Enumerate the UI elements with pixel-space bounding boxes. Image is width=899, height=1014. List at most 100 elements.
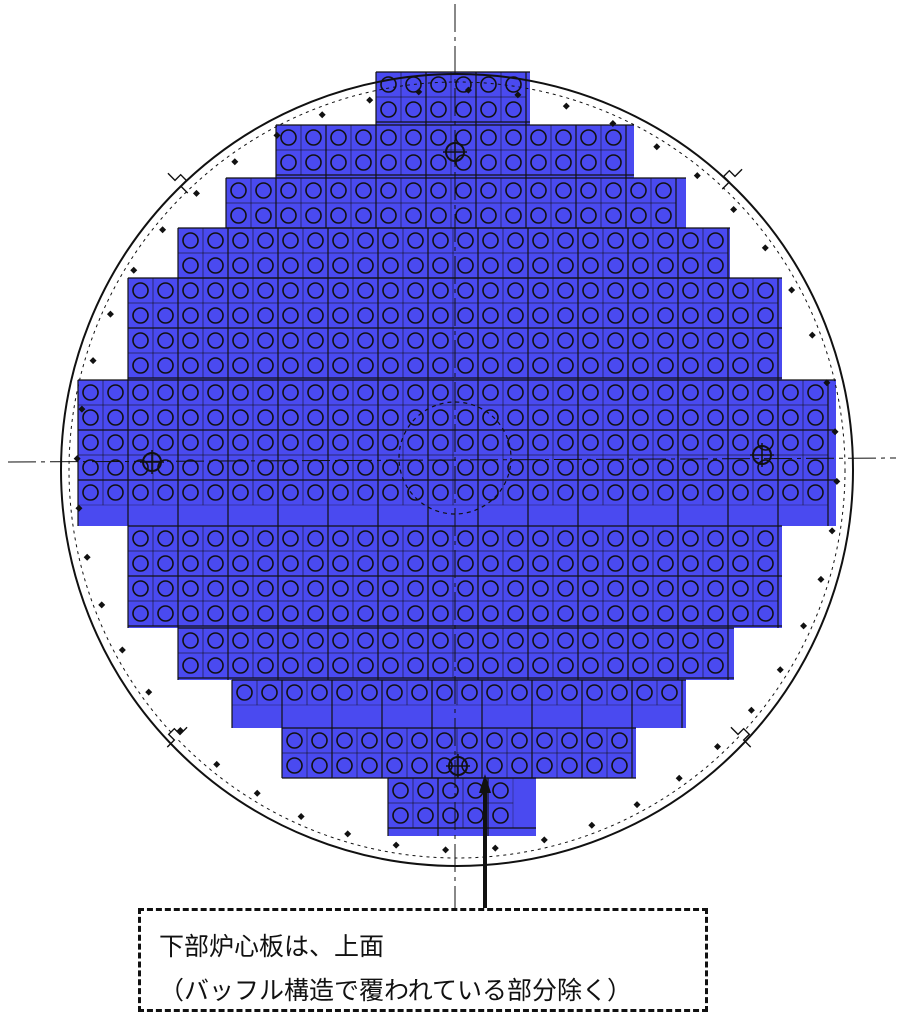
flow-hole: [657, 307, 674, 324]
flow-hole: [307, 257, 324, 274]
flow-hole: [632, 555, 649, 572]
flow-hole: [632, 332, 649, 349]
flow-hole: [280, 207, 297, 224]
flow-hole: [282, 484, 299, 501]
flow-hole: [407, 357, 424, 374]
flow-hole: [507, 555, 524, 572]
flow-hole: [682, 409, 699, 426]
flow-hole: [305, 182, 322, 199]
flow-hole: [182, 657, 199, 674]
flow-hole: [632, 657, 649, 674]
flow-hole: [457, 555, 474, 572]
flow-hole: [630, 207, 647, 224]
flow-hole: [407, 530, 424, 547]
flow-hole: [482, 434, 499, 451]
flow-hole: [605, 129, 622, 146]
flow-hole: [357, 282, 374, 299]
flow-hole: [157, 282, 174, 299]
flow-hole: [407, 632, 424, 649]
flow-hole: [732, 307, 749, 324]
flow-hole: [511, 732, 528, 749]
flow-hole: [732, 484, 749, 501]
flow-hole: [707, 484, 724, 501]
flow-hole: [207, 384, 224, 401]
flow-hole: [182, 232, 199, 249]
flow-hole: [157, 384, 174, 401]
flow-hole: [557, 282, 574, 299]
flow-hole: [407, 657, 424, 674]
flow-hole: [532, 232, 549, 249]
flow-hole: [532, 459, 549, 476]
flow-hole: [307, 332, 324, 349]
flow-hole: [607, 357, 624, 374]
flow-hole: [682, 657, 699, 674]
flow-hole: [582, 605, 599, 622]
flow-hole: [307, 307, 324, 324]
flow-hole: [486, 684, 503, 701]
flow-hole: [282, 530, 299, 547]
flow-hole: [530, 207, 547, 224]
flow-hole: [757, 332, 774, 349]
flow-hole: [157, 530, 174, 547]
flow-hole: [530, 154, 547, 171]
flow-hole: [561, 684, 578, 701]
flow-hole: [282, 332, 299, 349]
flow-hole: [632, 307, 649, 324]
flow-hole: [582, 357, 599, 374]
flow-hole: [257, 580, 274, 597]
flow-hole: [332, 530, 349, 547]
flow-hole: [657, 257, 674, 274]
flow-hole: [455, 207, 472, 224]
flow-hole: [607, 434, 624, 451]
flow-hole: [457, 409, 474, 426]
flow-hole: [182, 332, 199, 349]
perimeter-bolt: [653, 143, 661, 151]
perimeter-bolt: [693, 172, 701, 180]
flow-hole: [382, 555, 399, 572]
flow-hole: [407, 307, 424, 324]
flow-hole: [392, 807, 409, 824]
flow-hole: [382, 332, 399, 349]
flow-hole: [382, 384, 399, 401]
flow-hole: [757, 530, 774, 547]
flow-hole: [757, 384, 774, 401]
flow-hole: [382, 632, 399, 649]
flow-hole: [482, 307, 499, 324]
baffle-tab: [167, 172, 189, 194]
flow-hole: [257, 632, 274, 649]
flow-hole: [457, 605, 474, 622]
flow-hole: [732, 357, 749, 374]
flow-hole: [132, 484, 149, 501]
perimeter-bolt: [442, 846, 450, 854]
central-dashed-circle: [398, 401, 512, 515]
flow-hole: [432, 580, 449, 597]
flow-hole: [657, 282, 674, 299]
flow-hole: [407, 409, 424, 426]
flow-hole: [236, 684, 253, 701]
flow-hole: [757, 484, 774, 501]
flow-hole: [157, 409, 174, 426]
flow-hole: [357, 332, 374, 349]
flow-hole: [557, 307, 574, 324]
flow-hole: [507, 530, 524, 547]
flow-hole: [405, 182, 422, 199]
flow-hole: [282, 434, 299, 451]
flow-hole: [707, 384, 724, 401]
flow-hole: [582, 332, 599, 349]
flow-hole: [405, 101, 422, 118]
flow-hole: [286, 684, 303, 701]
flow-hole: [507, 282, 524, 299]
flow-hole: [430, 76, 447, 93]
flow-hole: [580, 154, 597, 171]
perimeter-bolt: [491, 844, 499, 852]
flow-hole: [157, 307, 174, 324]
flow-hole: [282, 555, 299, 572]
flow-hole: [407, 232, 424, 249]
flow-hole: [311, 732, 328, 749]
flow-hole: [332, 555, 349, 572]
flow-hole: [182, 605, 199, 622]
flow-hole: [555, 129, 572, 146]
flow-hole: [505, 182, 522, 199]
flow-hole: [257, 459, 274, 476]
flow-hole: [232, 409, 249, 426]
